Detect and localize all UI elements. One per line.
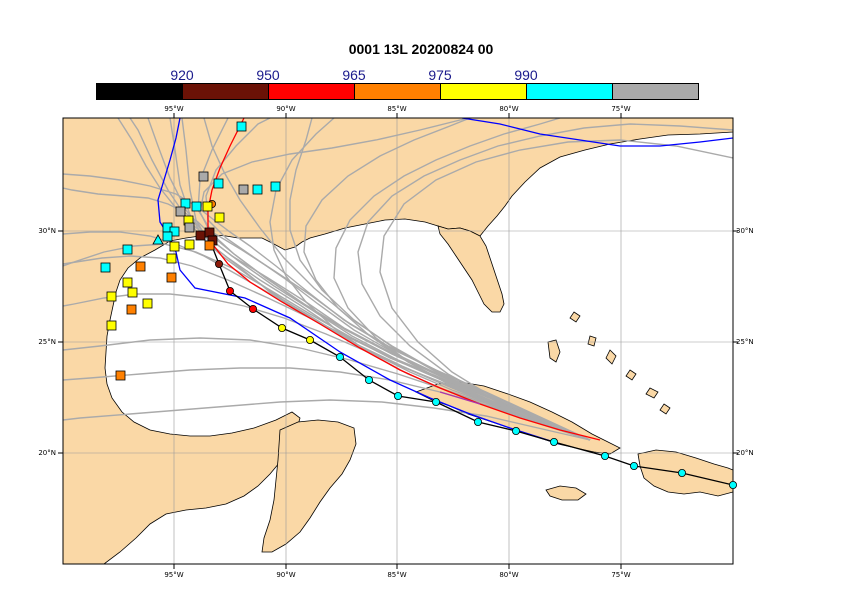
track-point <box>473 417 482 426</box>
landfall-marker <box>106 320 117 331</box>
legend-label-920: 920 <box>170 67 194 83</box>
x-tick-label-bottom: 80°W <box>499 571 518 579</box>
jamaica-land <box>545 485 587 501</box>
x-tick-label-top: 80°W <box>499 105 518 113</box>
landfall-marker <box>204 240 215 251</box>
track-point <box>305 335 314 344</box>
purple-segment <box>439 391 481 405</box>
track-point <box>729 480 738 489</box>
landfall-marker <box>214 212 225 223</box>
track-point <box>214 259 223 268</box>
landfall-markers <box>100 121 281 381</box>
landfall-marker <box>191 201 202 212</box>
landfall-marker-triangle <box>152 234 164 245</box>
landfall-marker <box>198 171 209 182</box>
landfall-marker <box>106 291 117 302</box>
florida-land <box>437 225 505 313</box>
track-point <box>678 468 687 477</box>
x-tick-label-top: 85°W <box>387 105 406 113</box>
colorbar-segment <box>269 84 355 99</box>
observed-track <box>209 235 733 486</box>
track-point <box>393 391 402 400</box>
map-frame <box>62 117 734 565</box>
x-tick-label-top: 75°W <box>611 105 630 113</box>
landfall-marker <box>180 198 191 209</box>
landfall-marker <box>169 241 180 252</box>
track-point <box>512 426 521 435</box>
landfall-marker <box>236 121 247 132</box>
landfall-marker <box>195 230 206 241</box>
landfall-marker <box>252 184 263 195</box>
x-tick-label-bottom: 95°W <box>164 571 183 579</box>
track-point <box>630 461 639 470</box>
y-tick-label-left: 20°N <box>38 449 56 457</box>
legend-label-965: 965 <box>342 67 366 83</box>
track-point <box>601 451 610 460</box>
track-point <box>225 286 234 295</box>
pressure-colorbar <box>96 83 699 100</box>
landfall-marker <box>184 239 195 250</box>
track-point <box>550 437 559 446</box>
ensemble-tracks <box>63 118 733 441</box>
landfall-marker <box>127 287 138 298</box>
bahamas-land <box>605 349 617 365</box>
landfall-marker <box>166 253 177 264</box>
bahamas-land <box>587 335 597 347</box>
landfall-marker <box>213 178 224 189</box>
chart-title: 0001 13L 20200824 00 <box>348 41 494 57</box>
landfall-marker <box>169 226 180 237</box>
landfall-marker <box>122 277 133 288</box>
y-tick-label-left: 30°N <box>38 227 56 235</box>
y-tick-label-right: 30°N <box>736 227 754 235</box>
landfall-marker <box>166 272 177 283</box>
x-tick-label-bottom: 85°W <box>387 571 406 579</box>
colorbar-segment <box>183 84 269 99</box>
bahamas-land <box>569 311 581 323</box>
track-point <box>431 397 440 406</box>
track-point <box>364 375 373 384</box>
track-points <box>207 199 738 489</box>
colorbar-segment <box>527 84 613 99</box>
colorbar-segment <box>97 84 183 99</box>
landfall-marker <box>238 184 249 195</box>
y-tick-label-left: 25°N <box>38 338 56 346</box>
landfall-marker <box>135 261 146 272</box>
tick-marks <box>58 113 738 569</box>
legend-label-975: 975 <box>428 67 452 83</box>
landfall-marker <box>202 201 213 212</box>
track-point <box>277 323 286 332</box>
y-tick-label-right: 20°N <box>736 449 754 457</box>
landfall-marker <box>100 262 111 273</box>
bahamas-land <box>645 387 659 399</box>
track-point <box>248 304 257 313</box>
x-tick-label-bottom: 75°W <box>611 571 630 579</box>
colorbar-segment <box>441 84 527 99</box>
blue-track-north <box>461 118 733 147</box>
colorbar-segment <box>355 84 441 99</box>
colorbar-segment <box>613 84 698 99</box>
y-tick-label-right: 25°N <box>736 338 754 346</box>
landfall-marker <box>175 206 186 217</box>
legend-label-990: 990 <box>514 67 538 83</box>
x-tick-label-bottom: 90°W <box>276 571 295 579</box>
axis-labels: 95°W 90°W 85°W 80°W 75°W 95°W 90°W 85°W … <box>38 105 753 579</box>
bahamas-land <box>625 369 637 381</box>
landfall-marker <box>270 181 281 192</box>
track-point <box>335 352 344 361</box>
x-tick-label-top: 90°W <box>276 105 295 113</box>
x-tick-label-top: 95°W <box>164 105 183 113</box>
landfall-marker <box>115 370 126 381</box>
legend-label-950: 950 <box>256 67 280 83</box>
bahamas-land <box>547 339 561 363</box>
landfall-marker <box>184 222 195 233</box>
landfall-marker <box>142 298 153 309</box>
landfall-marker <box>162 231 173 242</box>
landfall-marker <box>126 304 137 315</box>
landfall-marker <box>122 244 133 255</box>
bahamas-land <box>659 403 671 415</box>
